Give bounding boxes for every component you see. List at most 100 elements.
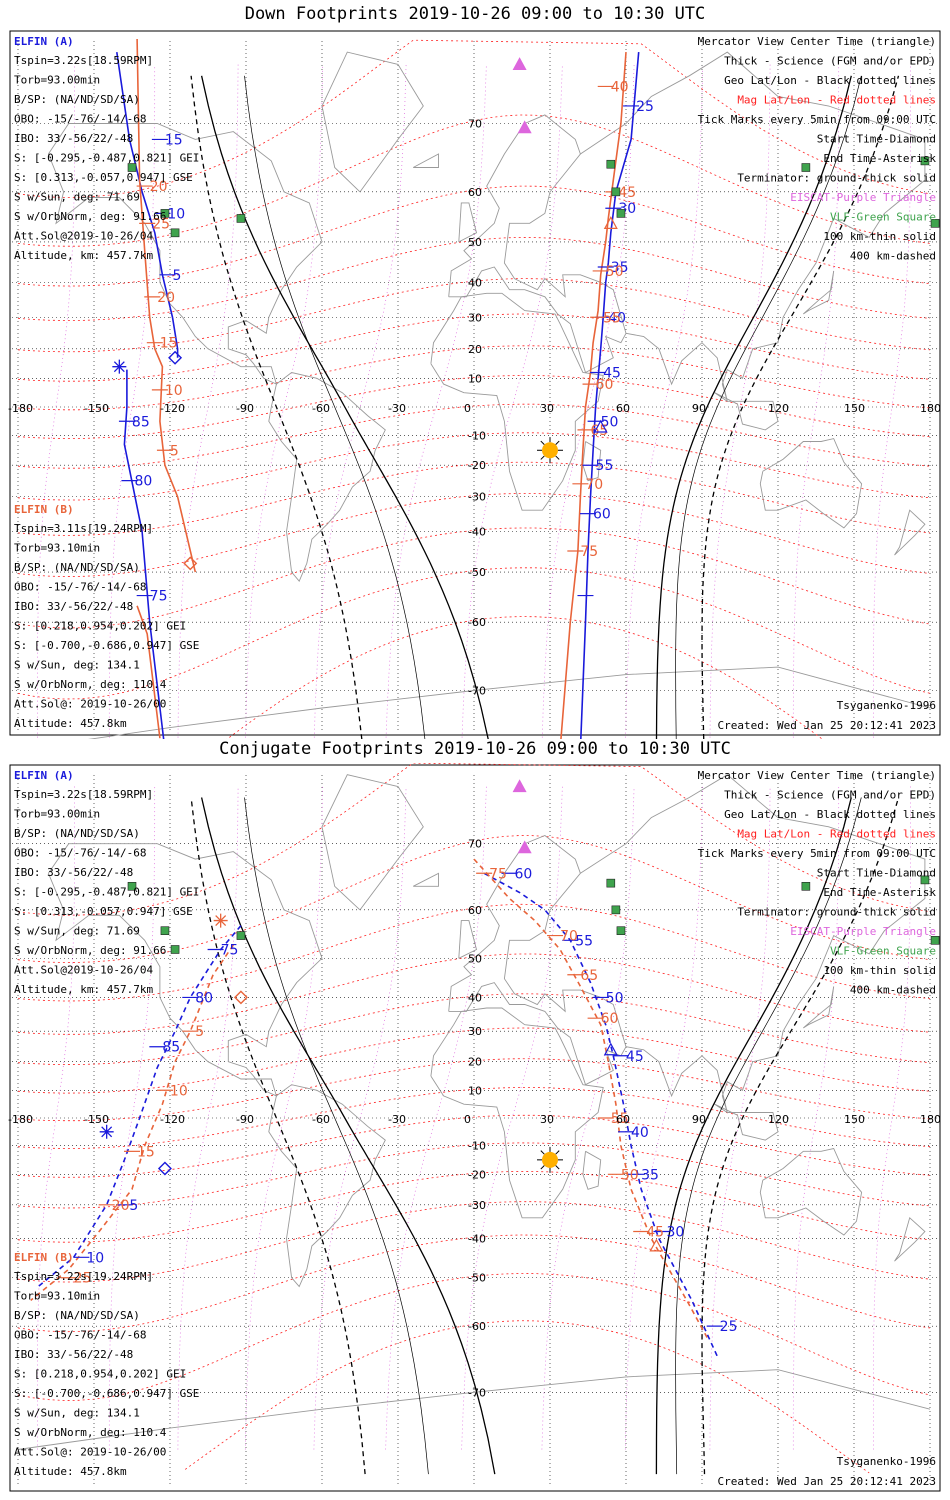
mag-parallel bbox=[17, 1027, 931, 1094]
mag-meridian bbox=[385, 786, 487, 1450]
lon-label: 60 bbox=[616, 1113, 630, 1126]
end-asterisk-a bbox=[112, 359, 127, 374]
mag-parallel bbox=[17, 278, 931, 353]
sun-ray bbox=[555, 440, 560, 445]
start-diamond-b bbox=[183, 556, 198, 571]
track-b-tick-label: 10 bbox=[165, 383, 183, 399]
start-diamond-a bbox=[168, 350, 183, 365]
mag-parallel bbox=[17, 1273, 931, 1401]
elfin-b-line: IBO: 33/-56/22/-48 bbox=[14, 600, 133, 613]
track-a-tick-label: 30 bbox=[666, 1224, 684, 1240]
elfin-b-line: Att.Sol@: 2019-10-26/00 bbox=[14, 698, 166, 711]
legend-item: End Time-Asterisk bbox=[823, 152, 936, 165]
track-b-tick-label: 50 bbox=[621, 1167, 639, 1183]
coastline bbox=[458, 920, 478, 959]
vlf-square bbox=[611, 905, 621, 915]
elfin-a-line: B/SP: (NA/ND/SD/SA) bbox=[14, 93, 140, 106]
track-b-tick-label: 5 bbox=[170, 443, 179, 459]
track-b-tick-label: 20 bbox=[112, 1198, 130, 1214]
legend-item: Geo Lat/Lon - Black dotted lines bbox=[724, 808, 936, 821]
lat-label: -10 bbox=[468, 1140, 486, 1153]
vlf-square bbox=[920, 875, 930, 885]
lat-label: 60 bbox=[468, 186, 482, 199]
lat-label: 40 bbox=[468, 991, 482, 1004]
track-b-west bbox=[30, 944, 234, 1302]
elfin-a-line: B/SP: (NA/ND/SD/SA) bbox=[14, 827, 140, 840]
vlf-square bbox=[160, 926, 170, 936]
legend-item: 100 km-thin solid bbox=[823, 964, 936, 977]
legend-item: Tick Marks every 5min from 09:00 UTC bbox=[698, 847, 936, 860]
coastline bbox=[47, 843, 323, 1097]
elfin-b-name: ELFIN (B) bbox=[14, 1251, 74, 1264]
coastline bbox=[803, 986, 835, 1029]
track-a-tick-label: 60 bbox=[593, 507, 611, 523]
start-diamond-a bbox=[157, 1161, 172, 1176]
lon-label: 0 bbox=[464, 402, 471, 415]
track-a-tick-label: 85 bbox=[162, 1040, 180, 1056]
track-b-tick-label: 65 bbox=[580, 968, 598, 984]
mag-parallel bbox=[17, 236, 931, 321]
elfin-b-line: B/SP: (NA/ND/SD/SA) bbox=[14, 1309, 140, 1322]
lat-label: -10 bbox=[468, 430, 486, 443]
lat-label: -50 bbox=[468, 1272, 486, 1285]
track-b-tick-label: 40 bbox=[611, 79, 629, 95]
terminator-ground-west bbox=[200, 797, 496, 1475]
elfin-b-line: S w/OrbNorm, deg: 110.4 bbox=[14, 678, 167, 691]
vlf-square bbox=[801, 882, 811, 891]
mag-parallel bbox=[17, 1142, 931, 1209]
elfin-b-name: ELFIN (B) bbox=[14, 503, 74, 516]
vlf-square bbox=[606, 878, 616, 888]
lon-label: 60 bbox=[616, 402, 630, 415]
coastline bbox=[321, 51, 424, 193]
lon-label: -60 bbox=[312, 402, 330, 415]
track-b-tick-label: 10 bbox=[170, 1083, 188, 1099]
sun-ray bbox=[540, 440, 545, 445]
vlf-square bbox=[611, 187, 621, 197]
legend-item: VLF-Green Square bbox=[830, 945, 936, 958]
coastline bbox=[412, 872, 439, 887]
track-a-tick-label: 35 bbox=[611, 260, 629, 276]
track-a-west bbox=[37, 925, 242, 1288]
track-a-tick-label: 75 bbox=[221, 942, 239, 958]
terminator-400km-east bbox=[701, 797, 900, 1475]
elfin-b-line: OBO: -15/-76/-14/-68 bbox=[14, 1329, 146, 1342]
mag-parallel bbox=[17, 903, 931, 1002]
track-b-tick-label: 75 bbox=[489, 866, 507, 882]
legend-item: VLF-Green Square bbox=[830, 211, 936, 224]
legend-item: End Time-Asterisk bbox=[823, 886, 936, 899]
vlf-square bbox=[127, 163, 137, 172]
mag-parallel bbox=[17, 835, 931, 963]
track-b-west-2 bbox=[136, 605, 161, 739]
elfin-a-line: Tspin=3.22s[18.59RPM] bbox=[14, 54, 153, 67]
elfin-a-line: Altitude, km: 457.7km bbox=[14, 249, 153, 262]
terminator-400km-west bbox=[190, 75, 363, 739]
coastline bbox=[412, 153, 439, 168]
lat-label: 70 bbox=[468, 117, 482, 130]
coastline bbox=[714, 392, 779, 431]
elfin-b-line: Att.Sol@: 2019-10-26/00 bbox=[14, 1446, 166, 1459]
legend-item: Geo Lat/Lon - Black dotted lines bbox=[724, 74, 936, 87]
mag-meridian bbox=[385, 64, 487, 739]
lon-label: 120 bbox=[768, 1113, 789, 1126]
lon-label: -90 bbox=[236, 1113, 254, 1126]
elfin-b-line: B/SP: (NA/ND/SD/SA) bbox=[14, 561, 140, 574]
center-triangle-a bbox=[603, 1042, 618, 1056]
elfin-a-line: S: [-0.295,-0.487,0.821] GEI bbox=[14, 886, 199, 899]
panel-2-title: Conjugate Footprints 2019-10-26 09:00 to… bbox=[219, 739, 731, 759]
sun-ray bbox=[540, 1150, 545, 1155]
lon-label: -120 bbox=[160, 402, 185, 415]
track-b-tick-label: 70 bbox=[585, 477, 603, 493]
mag-meridian bbox=[873, 64, 911, 739]
lat-label: 60 bbox=[468, 904, 482, 917]
lat-label: -40 bbox=[468, 1233, 486, 1246]
vlf-square bbox=[606, 159, 616, 169]
mag-meridian bbox=[37, 64, 75, 739]
elfin-a-line: Torb=93.00min bbox=[14, 808, 100, 821]
mag-meridian bbox=[461, 64, 563, 739]
sun-ray bbox=[540, 455, 545, 460]
terminator-100km-east bbox=[675, 75, 862, 739]
lat-label: -60 bbox=[468, 616, 486, 629]
lat-label: -30 bbox=[468, 491, 486, 504]
elfin-b-line: Altitude: 457.8km bbox=[14, 1465, 127, 1478]
terminator-100km-west bbox=[244, 797, 429, 1475]
